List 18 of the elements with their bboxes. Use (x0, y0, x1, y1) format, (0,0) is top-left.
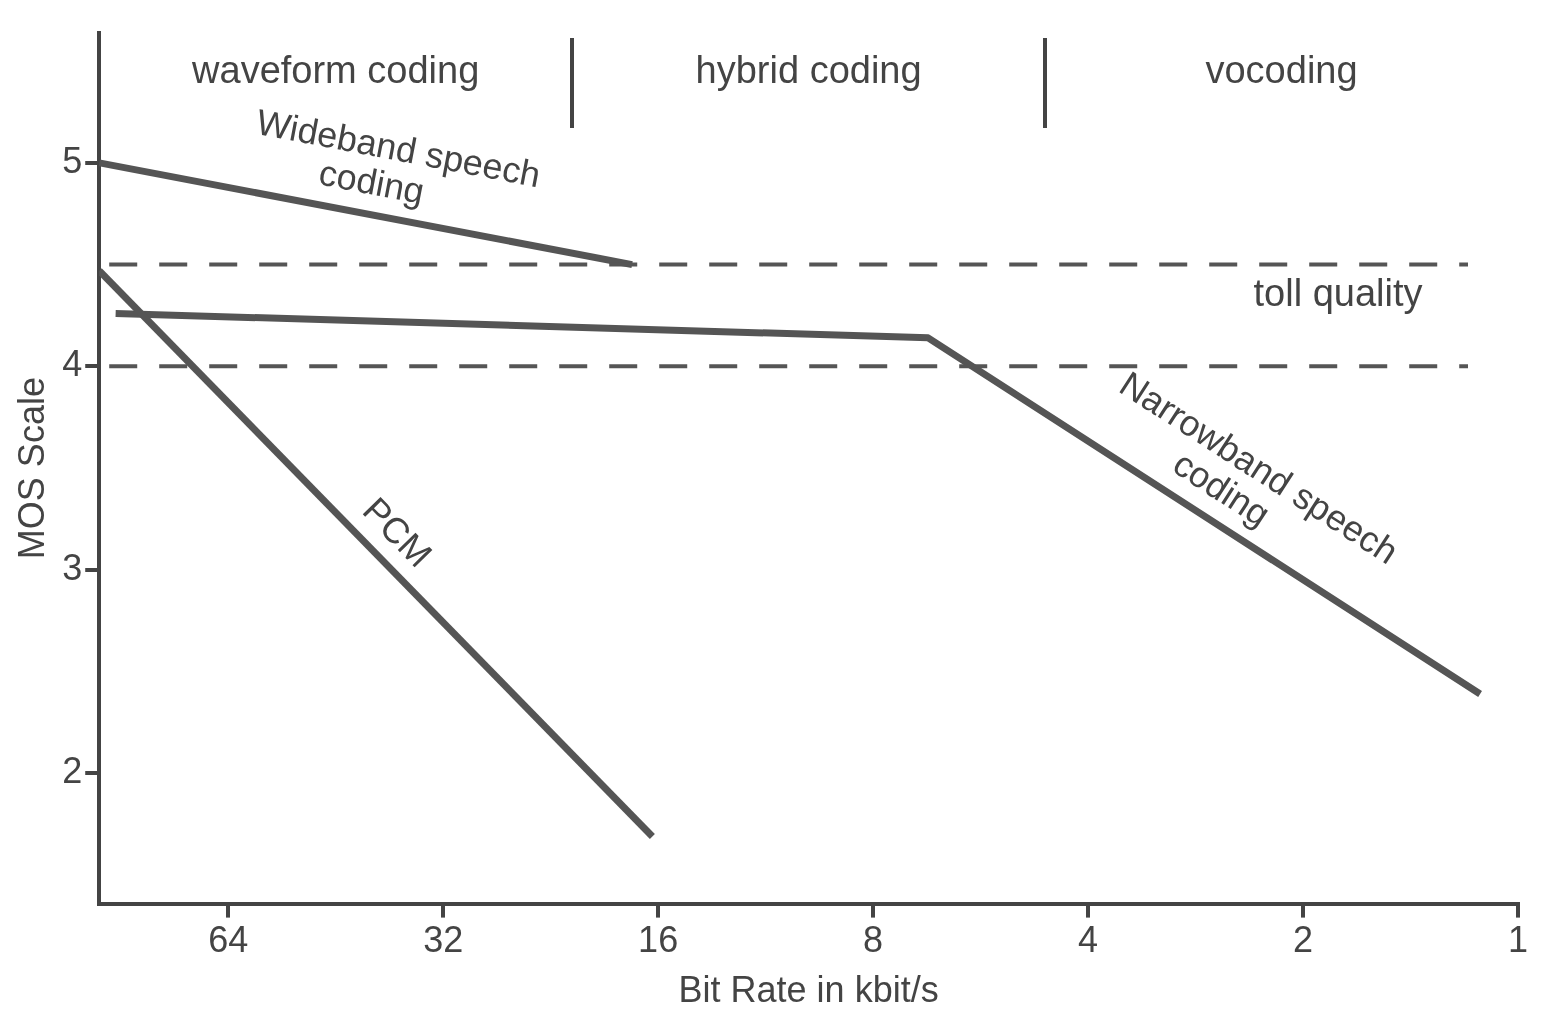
y-tick-label: 3 (62, 546, 83, 588)
y-tick-label: 5 (62, 139, 83, 181)
y-axis-title: MOS Scale (10, 377, 52, 560)
annotation: vocoding (1205, 49, 1358, 92)
x-tick-label: 32 (423, 919, 464, 961)
y-tick-label: 4 (62, 343, 83, 385)
annotation: waveform coding (191, 49, 480, 92)
x-tick-label: 2 (1293, 919, 1314, 961)
x-tick-label: 4 (1078, 919, 1099, 961)
y-tick-label: 2 (62, 750, 83, 792)
ref-line-label: toll quality (1253, 272, 1423, 315)
text: Wideband speech coding (253, 100, 544, 212)
x-tick-label: 1 (1507, 919, 1529, 961)
x-tick-label: 64 (208, 919, 249, 961)
annotation: hybrid coding (695, 49, 922, 92)
x-tick-label: 16 (638, 919, 679, 961)
x-tick-label: 8 (863, 919, 884, 961)
x-axis-title: Bit Rate in kbit/s (678, 969, 939, 1011)
